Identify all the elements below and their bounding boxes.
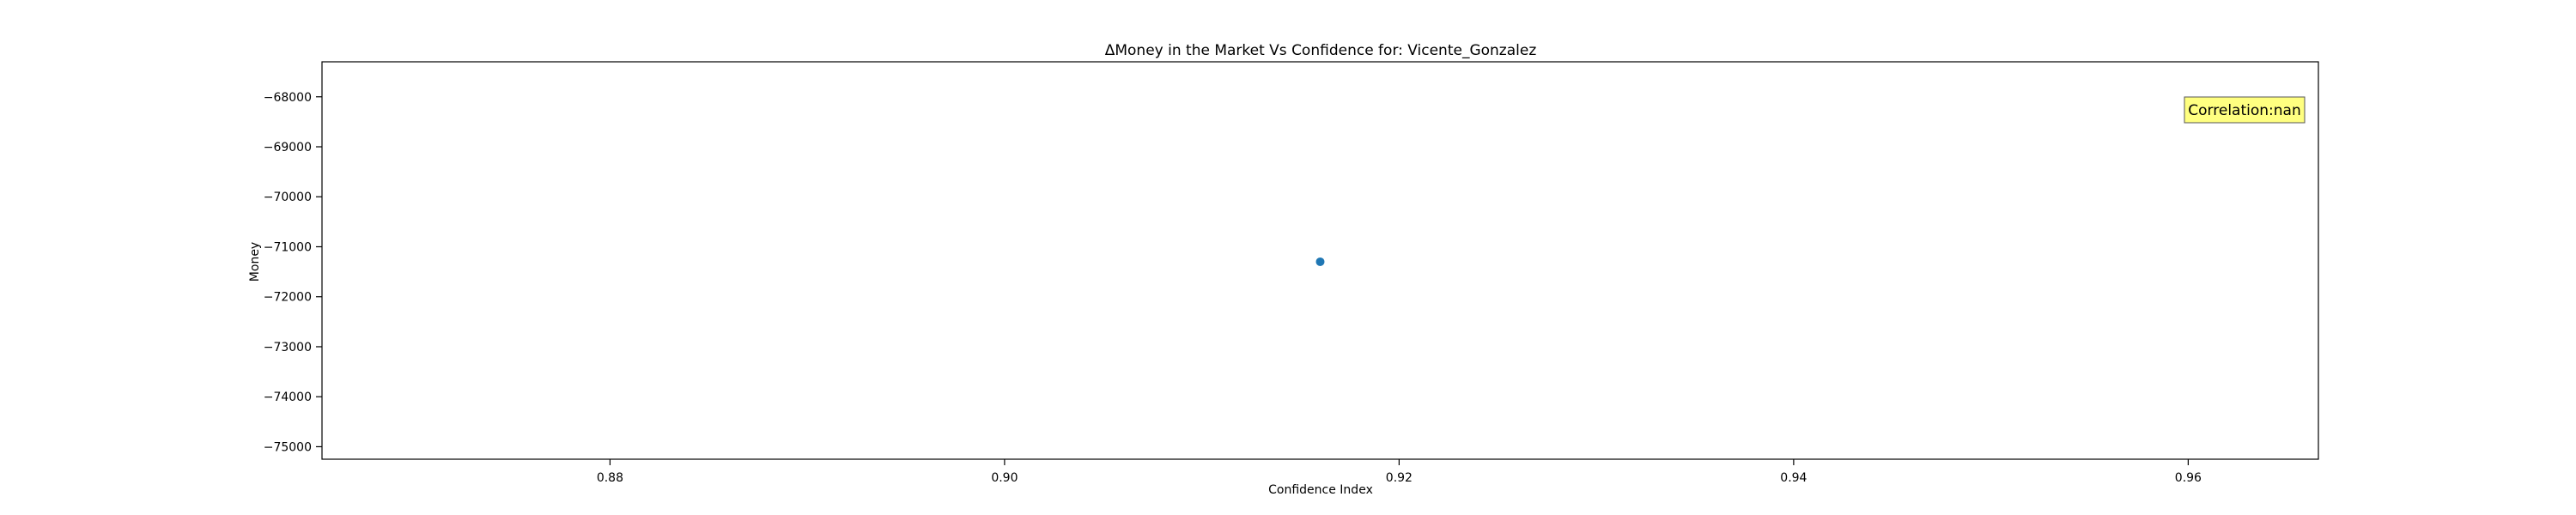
correlation-annotation-text: Correlation:nan (2188, 102, 2300, 119)
x-tick-label: 0.90 (991, 471, 1018, 485)
y-axis-label: Money (248, 242, 262, 282)
correlation-annotation: Correlation:nan (2184, 96, 2306, 124)
y-tick-label: −72000 (264, 291, 312, 305)
correlation-annotation-box (2184, 96, 2306, 124)
y-tick-label: −70000 (264, 191, 312, 204)
chart-title: ΔMoney in the Market Vs Confidence for: … (1105, 42, 1537, 59)
y-tick-label: −71000 (264, 240, 312, 254)
data-point (1315, 257, 1325, 266)
x-axis-label: Confidence Index (1268, 483, 1373, 497)
y-tick-label: −73000 (264, 341, 312, 354)
y-axis: −68000 −69000 −70000 −71000 −72000 −73000 −740… (264, 91, 322, 454)
x-tick-label: 0.94 (1780, 471, 1807, 485)
x-tick-label: 0.96 (2175, 471, 2202, 485)
x-tick-label: 0.88 (597, 471, 623, 485)
y-tick-label: −74000 (264, 391, 312, 404)
x-axis: 0.88 0.90 0.92 0.94 0.96 (597, 459, 2202, 485)
y-tick-label: −75000 (264, 440, 312, 454)
plot-area (321, 61, 2319, 460)
data-points (1315, 257, 1325, 266)
y-tick-label: −69000 (264, 141, 312, 154)
x-tick-label: 0.92 (1386, 471, 1413, 485)
y-tick-label: −68000 (264, 91, 312, 105)
